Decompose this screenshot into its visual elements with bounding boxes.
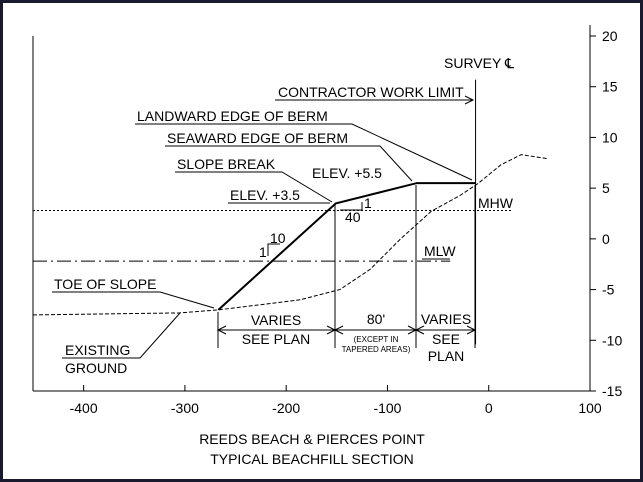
x-tick-label: -200 [272, 400, 300, 416]
annotation: SLOPE BREAK [177, 156, 276, 172]
annotation: ELEV. +5.5 [312, 165, 382, 181]
annotation: 1 [364, 195, 372, 211]
annotation: GROUND [65, 360, 127, 376]
x-tick-label: -100 [373, 400, 401, 416]
leader [62, 312, 181, 359]
chart-title: REEDS BEACH & PIERCES POINT [199, 431, 425, 447]
dimension-label: TAPERED AREAS) [342, 345, 411, 354]
annotation: ELEV. +3.5 [230, 187, 300, 203]
y-tick-label: 10 [602, 129, 618, 145]
annotation: 1 [259, 244, 267, 260]
x-tick-label: -400 [70, 400, 98, 416]
y-tick-label: -15 [602, 383, 622, 399]
annotation: MHW [478, 195, 514, 211]
annotation: EXISTING [65, 342, 130, 358]
annotation: SEAWARD EDGE OF BERM [167, 130, 348, 146]
x-tick-label: 0 [485, 400, 493, 416]
annotation: SURVEY ℄ [444, 55, 514, 71]
dimension-line [216, 325, 477, 335]
slope-indicator [267, 243, 280, 256]
leader [135, 123, 473, 181]
annotation: 10 [270, 230, 286, 246]
y-tick-label: -5 [602, 282, 615, 298]
annotation: TOE OF SLOPE [54, 276, 156, 292]
series-line [32, 154, 549, 316]
leader [275, 95, 475, 105]
leader [52, 291, 215, 309]
y-tick-label: -10 [602, 332, 622, 348]
dimension-label: VARIES [421, 311, 471, 327]
annotation: CONTRACTOR WORK LIMIT [278, 84, 464, 100]
chart-subtitle: TYPICAL BEACHFILL SECTION [210, 451, 414, 467]
y-tick-label: 5 [602, 180, 610, 196]
y-tick-label: 15 [602, 79, 618, 95]
dimension-label: VARIES [251, 312, 301, 328]
series-line [217, 182, 476, 311]
y-tick-label: 20 [602, 28, 618, 44]
dimension-label: (EXCEPT IN [354, 335, 399, 344]
x-tick-label: -300 [171, 400, 199, 416]
annotation: MLW [424, 243, 456, 259]
y-tick-label: 0 [602, 231, 610, 247]
dimension-label: SEE PLAN [242, 331, 310, 347]
leader [175, 171, 333, 203]
annotation: 40 [345, 209, 361, 225]
annotation: LANDWARD EDGE OF BERM [137, 108, 328, 124]
x-tick-label: 100 [578, 400, 602, 416]
dimension-label: 80' [367, 311, 385, 327]
dimension-label: PLAN [428, 348, 465, 364]
dimension-label: SEE [432, 331, 460, 347]
leader [165, 145, 413, 182]
